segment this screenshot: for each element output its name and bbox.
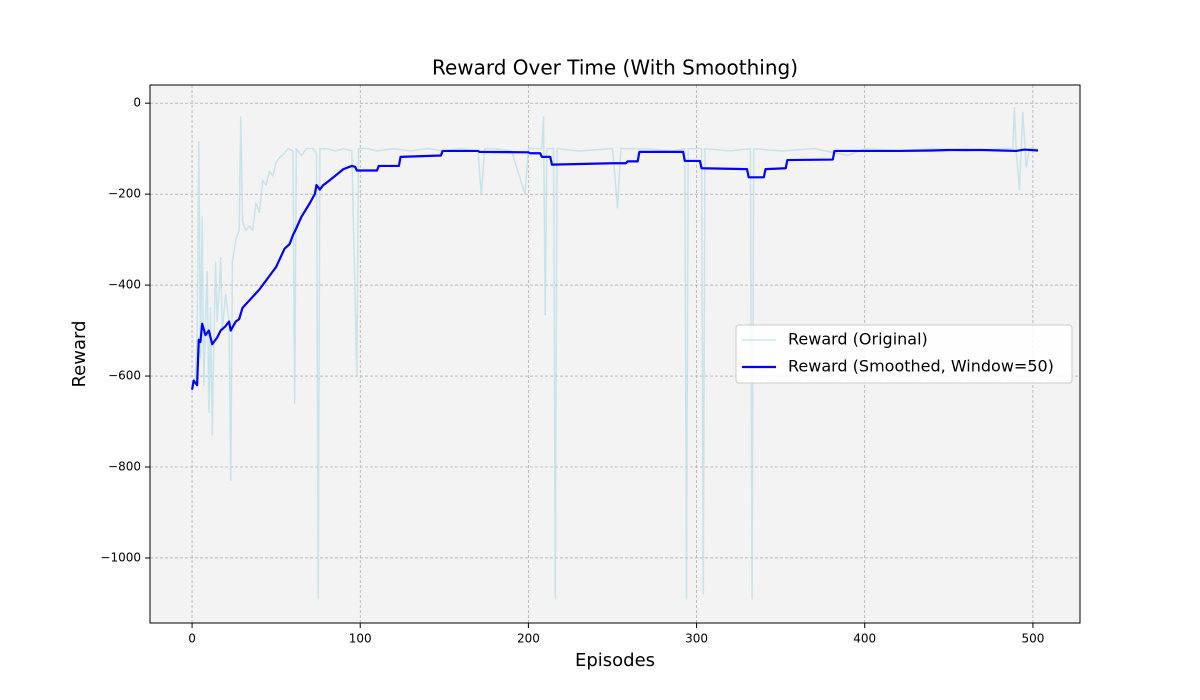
chart-title: Reward Over Time (With Smoothing) (432, 56, 798, 80)
y-tick-label: −200 (108, 187, 141, 201)
x-axis-label: Episodes (575, 650, 655, 671)
x-tick-label: 400 (853, 632, 876, 646)
y-tick-label: −1000 (100, 550, 141, 564)
x-tick-label: 500 (1021, 632, 1044, 646)
x-tick-label: 300 (685, 632, 708, 646)
x-tick-label: 100 (349, 632, 372, 646)
legend-label: Reward (Original) (788, 330, 928, 349)
legend-box (735, 324, 1073, 384)
axes-frame (149, 84, 1081, 624)
line-series (191, 106, 1038, 600)
line-series (190, 148, 1039, 390)
x-tick-label: 0 (188, 632, 196, 646)
y-tick-label: 0 (133, 96, 141, 110)
y-tick-label: −600 (108, 369, 141, 383)
x-tick-label: 200 (517, 632, 540, 646)
y-tick-label: −400 (108, 278, 141, 292)
legend-label: Reward (Smoothed, Window=50) (788, 357, 1054, 376)
y-tick-label: −800 (108, 460, 141, 474)
y-axis-label: Reward (69, 320, 90, 387)
